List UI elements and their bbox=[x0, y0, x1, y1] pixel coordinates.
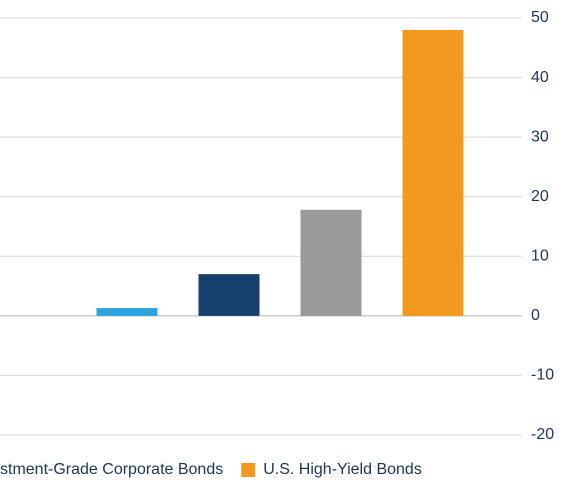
legend-label: stment-Grade Corporate Bonds bbox=[0, 461, 223, 478]
y-tick-label: 20 bbox=[531, 188, 549, 205]
bar bbox=[300, 209, 362, 316]
y-tick-label: 10 bbox=[531, 248, 549, 265]
y-tick-label: 50 bbox=[531, 9, 549, 26]
y-tick-label: -20 bbox=[531, 426, 554, 443]
bar bbox=[96, 308, 158, 316]
bar bbox=[198, 274, 260, 316]
bar bbox=[402, 29, 464, 316]
legend-label: U.S. High-Yield Bonds bbox=[263, 461, 422, 478]
y-tick-label: 30 bbox=[531, 128, 549, 145]
y-tick-label: -10 bbox=[531, 367, 554, 384]
legend-swatch bbox=[241, 463, 256, 477]
y-tick-label: 0 bbox=[531, 307, 540, 324]
y-tick-label: 40 bbox=[531, 69, 549, 86]
